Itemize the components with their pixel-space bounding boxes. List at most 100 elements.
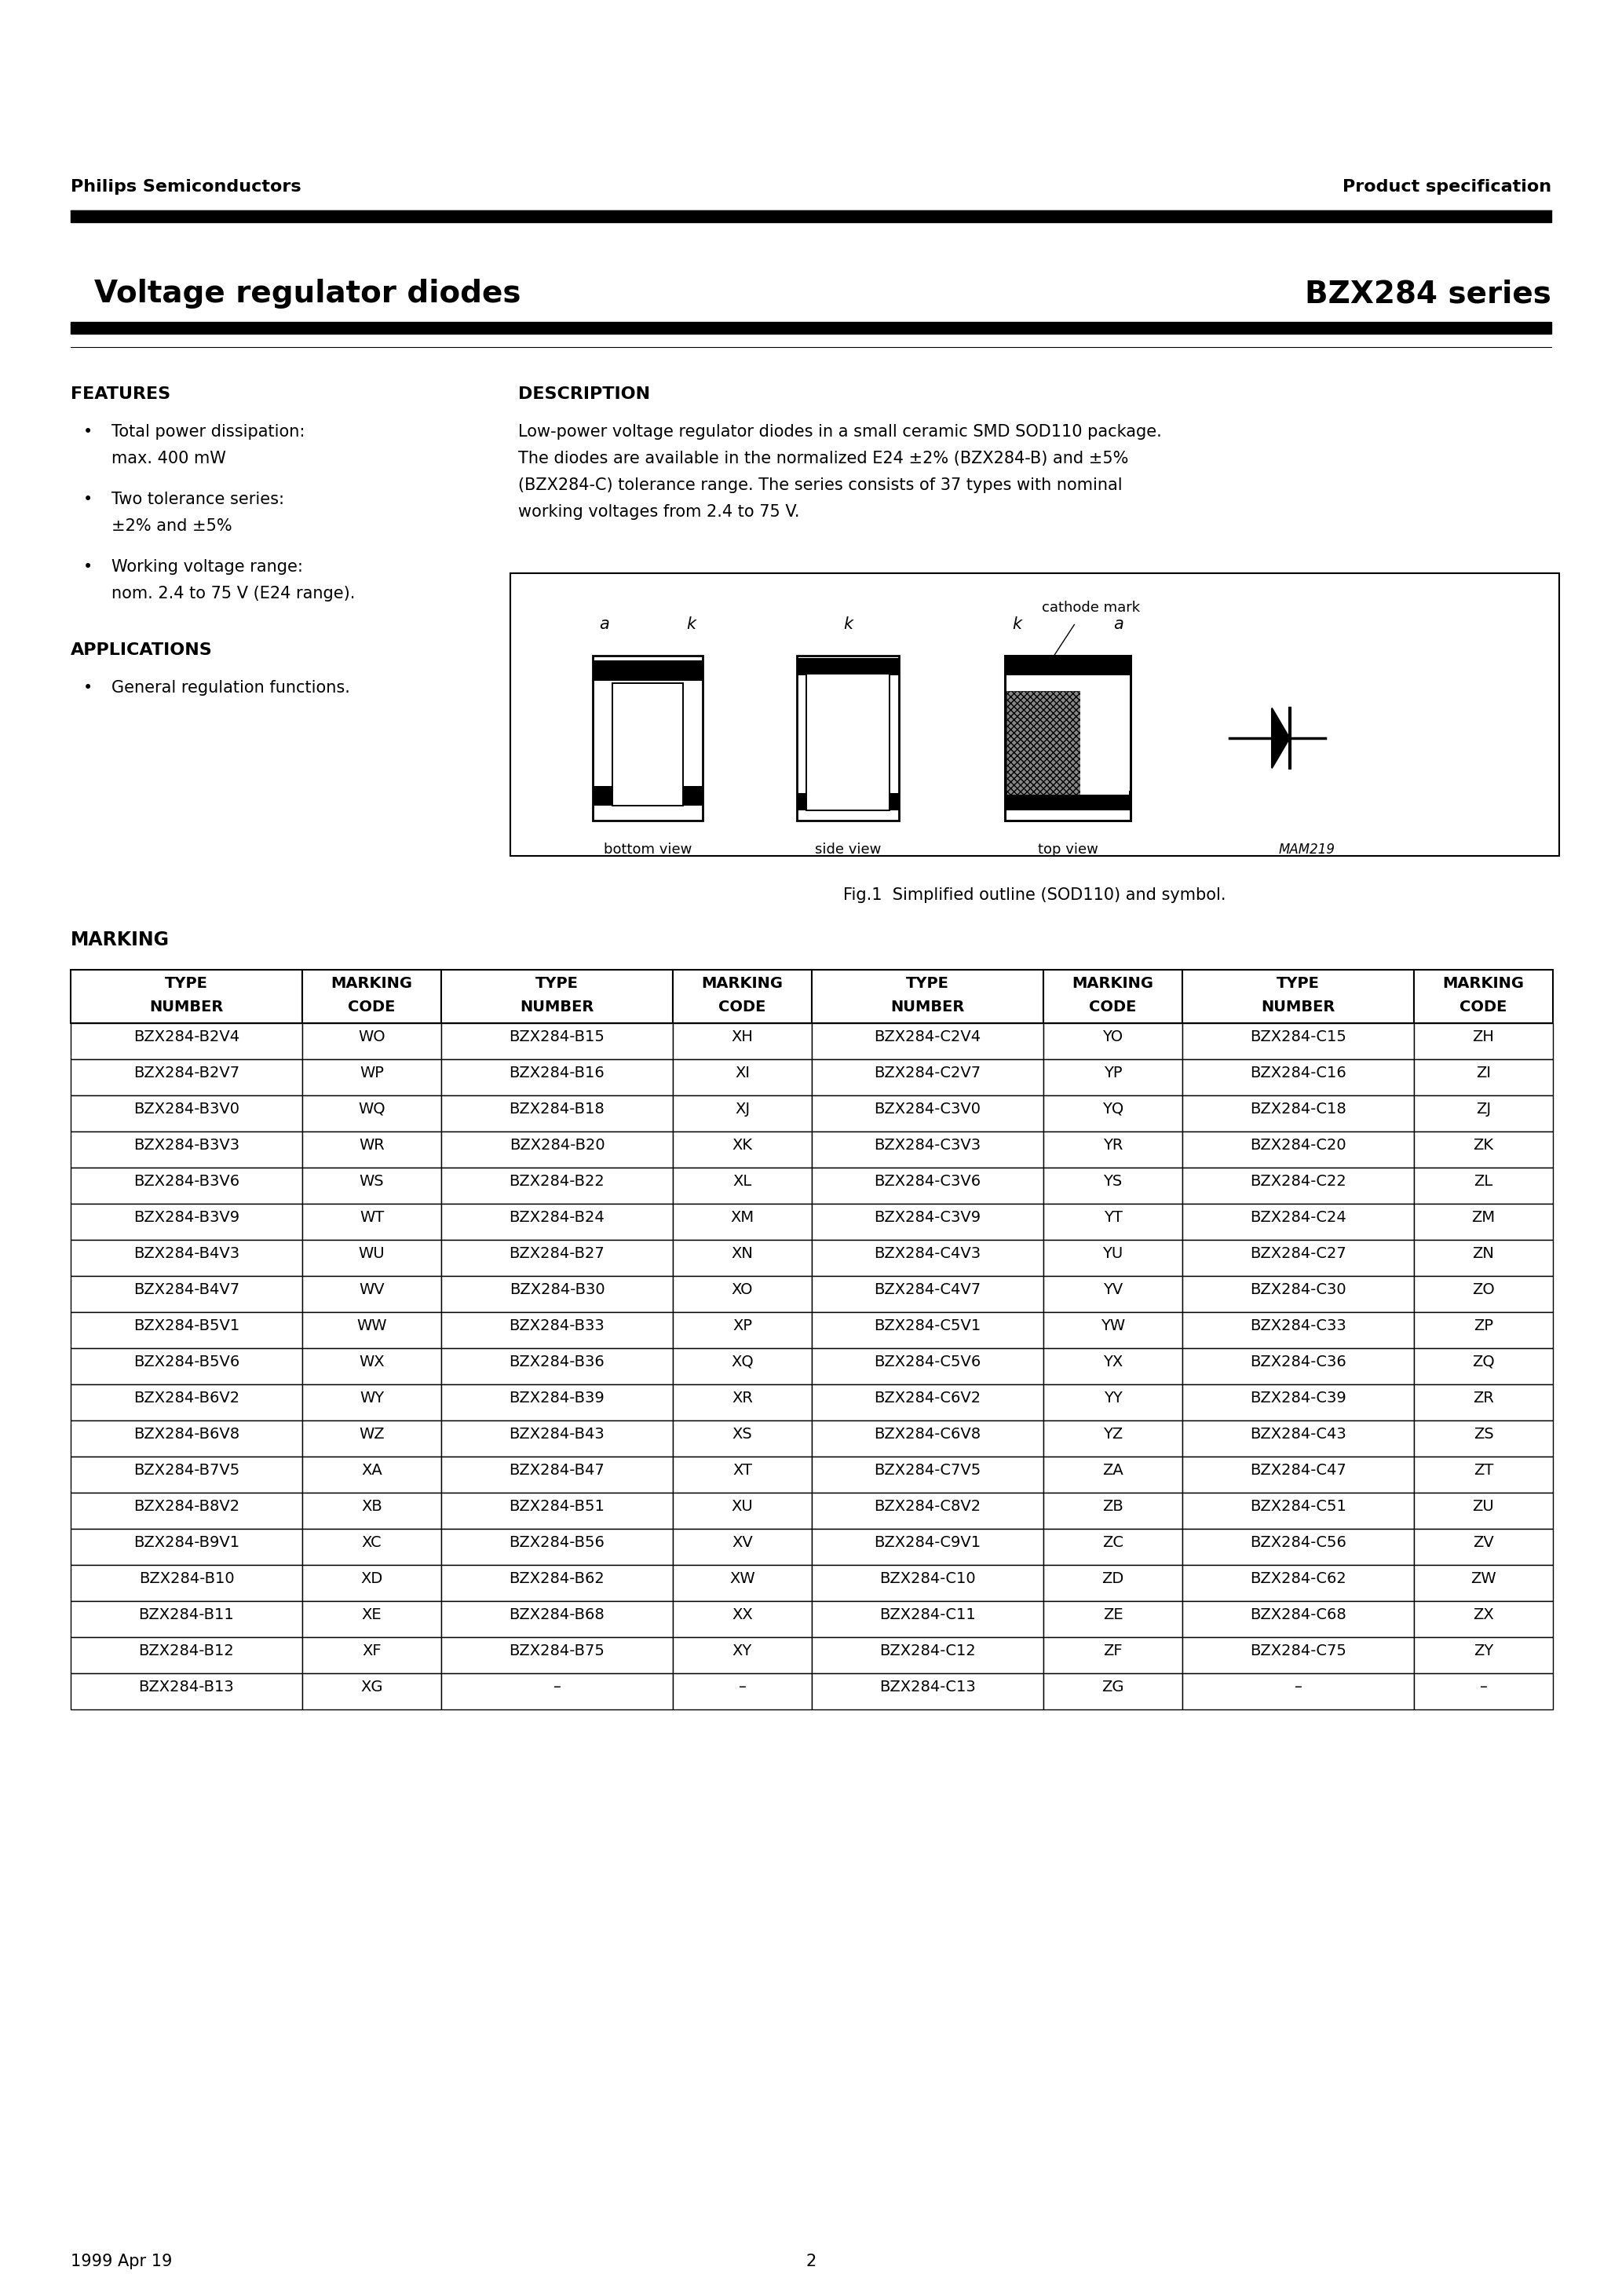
Text: BZX284-C18: BZX284-C18 — [1251, 1102, 1346, 1116]
Bar — [71, 1384, 302, 1421]
Bar — [71, 1529, 302, 1566]
Bar — [302, 1240, 441, 1277]
Text: BZX284-B13: BZX284-B13 — [138, 1681, 234, 1694]
Text: BZX284-C5V1: BZX284-C5V1 — [874, 1318, 981, 1334]
Bar — [811, 1566, 1043, 1600]
Text: XC: XC — [362, 1536, 381, 1550]
Text: YR: YR — [1103, 1139, 1122, 1153]
Text: BZX284-C7V5: BZX284-C7V5 — [874, 1463, 981, 1479]
Bar — [592, 785, 702, 806]
Bar — [1182, 1132, 1414, 1169]
Bar — [673, 1058, 811, 1095]
Bar — [1414, 1132, 1552, 1169]
Text: ZL: ZL — [1474, 1173, 1492, 1189]
Text: BZX284-B56: BZX284-B56 — [509, 1536, 605, 1550]
Bar — [811, 1132, 1043, 1169]
Bar — [1182, 1566, 1414, 1600]
Polygon shape — [1272, 707, 1289, 769]
Bar — [1182, 1674, 1414, 1711]
Text: CODE: CODE — [349, 999, 396, 1015]
Text: XE: XE — [362, 1607, 381, 1623]
Bar — [1182, 1529, 1414, 1566]
Text: XB: XB — [362, 1499, 383, 1513]
Bar — [1414, 1566, 1552, 1600]
Text: WT: WT — [360, 1210, 384, 1226]
Text: XI: XI — [735, 1065, 749, 1081]
Bar — [1414, 1637, 1552, 1674]
Text: YV: YV — [1103, 1281, 1122, 1297]
Bar — [592, 657, 702, 820]
Bar — [1414, 1058, 1552, 1095]
Text: BZX284-B22: BZX284-B22 — [509, 1173, 605, 1189]
Text: BZX284-B20: BZX284-B20 — [509, 1139, 605, 1153]
Text: BZX284-B9V1: BZX284-B9V1 — [133, 1536, 240, 1550]
Text: BZX284-C3V9: BZX284-C3V9 — [874, 1210, 981, 1226]
Text: YU: YU — [1103, 1247, 1122, 1261]
Text: 1999 Apr 19: 1999 Apr 19 — [71, 2255, 172, 2268]
Text: WO: WO — [358, 1029, 386, 1045]
Text: TYPE: TYPE — [1277, 976, 1320, 992]
Text: BZX284-B11: BZX284-B11 — [138, 1607, 234, 1623]
Text: XU: XU — [732, 1499, 753, 1513]
Bar — [71, 1600, 302, 1637]
Text: MARKING: MARKING — [1072, 976, 1153, 992]
Text: BZX284 series: BZX284 series — [1306, 278, 1551, 308]
Bar — [1043, 1132, 1182, 1169]
Text: Philips Semiconductors: Philips Semiconductors — [71, 179, 302, 195]
Bar — [441, 1095, 673, 1132]
Text: BZX284-C11: BZX284-C11 — [879, 1607, 976, 1623]
Text: Product specification: Product specification — [1343, 179, 1551, 195]
Bar — [441, 1529, 673, 1566]
Bar — [1182, 1311, 1414, 1348]
Text: BZX284-C16: BZX284-C16 — [1251, 1065, 1346, 1081]
Bar — [1414, 1311, 1552, 1348]
Text: CODE: CODE — [1088, 999, 1137, 1015]
Text: (BZX284-C) tolerance range. The series consists of 37 types with nominal: (BZX284-C) tolerance range. The series c… — [517, 478, 1122, 494]
Text: The diodes are available in the normalized E24 ±2% (BZX284-B) and ±5%: The diodes are available in the normaliz… — [517, 450, 1129, 466]
Bar — [1043, 1384, 1182, 1421]
Bar — [302, 1311, 441, 1348]
Bar — [1414, 1384, 1552, 1421]
Text: –: – — [1479, 1681, 1487, 1694]
Text: k: k — [1012, 615, 1022, 631]
Text: 2: 2 — [806, 2255, 816, 2268]
Text: XH: XH — [732, 1029, 753, 1045]
Bar — [71, 1024, 302, 1058]
Bar — [441, 1311, 673, 1348]
Bar — [613, 682, 683, 806]
Text: nom. 2.4 to 75 V (E24 range).: nom. 2.4 to 75 V (E24 range). — [112, 585, 355, 602]
Text: ZX: ZX — [1473, 1607, 1494, 1623]
Bar — [811, 1311, 1043, 1348]
Bar — [71, 1456, 302, 1492]
Text: BZX284-B5V1: BZX284-B5V1 — [133, 1318, 240, 1334]
Text: MAM219: MAM219 — [1278, 843, 1335, 856]
Bar — [1182, 1024, 1414, 1058]
Bar — [302, 1456, 441, 1492]
Text: ZJ: ZJ — [1476, 1102, 1491, 1116]
Bar — [1182, 1492, 1414, 1529]
Text: ZF: ZF — [1103, 1644, 1122, 1658]
Bar — [1182, 1095, 1414, 1132]
Bar — [811, 1674, 1043, 1711]
Text: BZX284-C3V0: BZX284-C3V0 — [874, 1102, 981, 1116]
Text: XP: XP — [733, 1318, 753, 1334]
Bar — [1414, 1024, 1552, 1058]
Text: MARKING: MARKING — [71, 930, 170, 948]
Bar — [673, 1132, 811, 1169]
Text: XR: XR — [732, 1391, 753, 1405]
Bar — [1182, 1203, 1414, 1240]
Bar — [1043, 1674, 1182, 1711]
Bar — [441, 1456, 673, 1492]
Text: BZX284-C68: BZX284-C68 — [1251, 1607, 1346, 1623]
Text: BZX284-C39: BZX284-C39 — [1251, 1391, 1346, 1405]
Text: BZX284-C22: BZX284-C22 — [1251, 1173, 1346, 1189]
Bar — [1182, 969, 1414, 1024]
Text: ZA: ZA — [1103, 1463, 1124, 1479]
Bar — [811, 1058, 1043, 1095]
Text: BZX284-B5V6: BZX284-B5V6 — [133, 1355, 240, 1368]
Bar — [673, 1456, 811, 1492]
Bar — [1182, 1384, 1414, 1421]
Text: BZX284-B8V2: BZX284-B8V2 — [133, 1499, 240, 1513]
Bar — [441, 1637, 673, 1674]
Bar — [302, 1132, 441, 1169]
